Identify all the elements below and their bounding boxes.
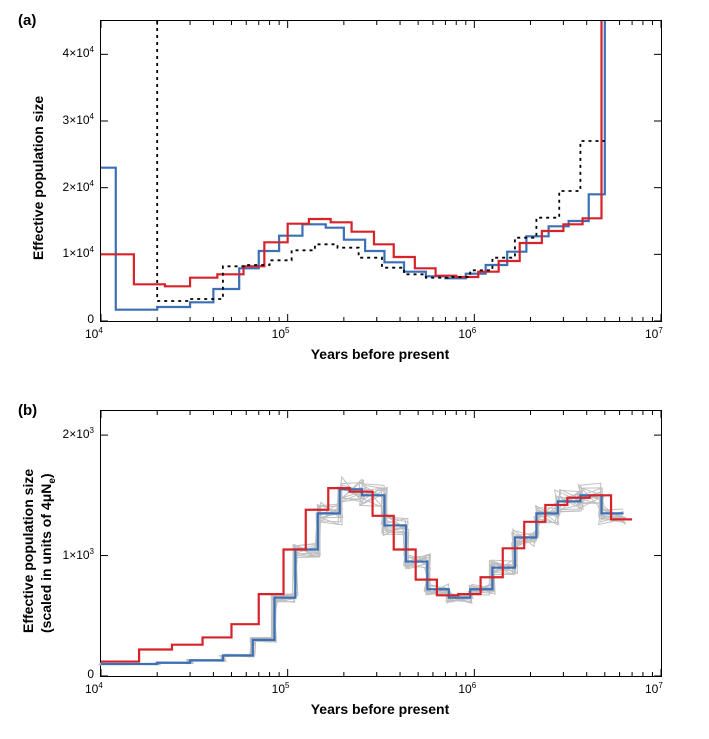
xtick-label: 104 [85, 326, 103, 341]
panel-tag-b: (b) [18, 402, 37, 419]
plot-area-a [100, 20, 662, 322]
ytick-label: 1×104 [63, 245, 94, 260]
plot-svg-a [101, 21, 661, 321]
ytick-label: 1×103 [63, 547, 94, 562]
xlabel-a: Years before present [100, 346, 660, 362]
xlabel-b: Years before present [100, 701, 660, 717]
plot-area-b [100, 410, 662, 677]
xtick-label: 107 [645, 326, 663, 341]
ytick-label: 3×104 [63, 112, 94, 127]
ytick-label: 0 [87, 312, 94, 326]
ytick-label: 2×104 [63, 179, 94, 194]
ylabel-b-line1: Effective population size [20, 468, 36, 632]
ytick-label: 0 [87, 667, 94, 681]
xtick-label: 107 [645, 681, 663, 696]
xtick-label: 104 [85, 681, 103, 696]
xtick-label: 105 [272, 326, 290, 341]
ylabel-a: Effective population size [30, 96, 46, 260]
series-blue [101, 21, 605, 310]
ylabel-b-line2: (scaled in units of 4μNe) [38, 473, 58, 633]
bootstrap-line [98, 482, 625, 664]
panel-tag-a: (a) [18, 12, 36, 29]
ytick-label: 4×104 [63, 45, 94, 60]
xtick-label: 106 [458, 326, 476, 341]
ytick-label: 2×103 [63, 426, 94, 441]
plot-svg-b [101, 411, 661, 676]
bootstrap-line [101, 479, 626, 664]
xtick-label: 106 [458, 681, 476, 696]
xtick-label: 105 [272, 681, 290, 696]
series-dotted [157, 21, 605, 301]
